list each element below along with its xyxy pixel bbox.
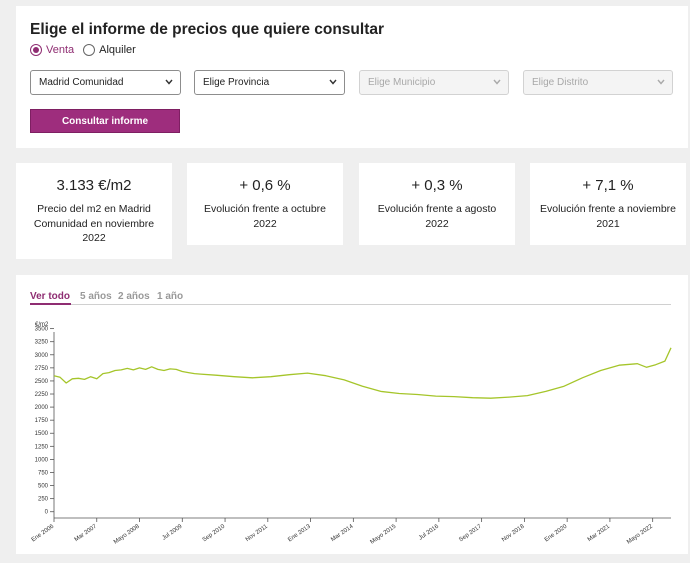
chevron-down-icon — [165, 79, 173, 85]
x-tick-label: Sep 2017 — [458, 523, 483, 543]
municipio-select-value: Elige Municipio — [368, 77, 436, 88]
tab-ver-todo[interactable]: Ver todo — [30, 291, 71, 302]
y-tick-label: 500 — [38, 484, 49, 490]
x-tick-label: Nov 2018 — [501, 523, 526, 543]
x-tick-label: Mayo 2015 — [369, 523, 397, 545]
tab-5-anos[interactable]: 5 años — [80, 291, 112, 302]
x-tick-label: Mar 2007 — [74, 523, 99, 543]
yearly-change-description: Evolución frente a noviembre 2021 — [540, 203, 676, 230]
price-value: 3.133 €/m2 — [56, 177, 132, 194]
chevron-down-icon — [329, 79, 337, 85]
price-card: 3.133 €/m2 Precio del m2 en Madrid Comun… — [16, 163, 172, 259]
tabs-divider — [30, 304, 671, 305]
x-tick-label: Mayo 2022 — [626, 523, 654, 545]
tab-2-anos[interactable]: 2 años — [118, 291, 150, 302]
venta-radio-label[interactable]: Venta — [46, 44, 75, 56]
comunidad-select[interactable]: Madrid Comunidad — [30, 70, 181, 95]
price-line-chart: €/m2 0 250 500 750 1000 1250 1500 1750 2000 2250 25… — [31, 322, 672, 546]
quarterly-change-card: + 0,3 % Evolución frente a agosto 2022 — [359, 163, 515, 245]
x-tick-label: Ene 2020 — [544, 523, 569, 543]
monthly-change-value: + 0,6 % — [239, 177, 291, 194]
y-tick-label: 1750 — [35, 418, 49, 424]
x-tick-label: Jul 2009 — [161, 523, 184, 541]
x-tick-label: Ene 2013 — [287, 523, 312, 543]
report-form-panel: Elige el informe de precios que quiere c… — [16, 6, 688, 148]
x-tick-label: Nov 2011 — [245, 523, 270, 543]
distrito-select: Elige Distrito — [523, 70, 673, 95]
venta-radio[interactable] — [30, 44, 42, 56]
x-tick-label: Mar 2014 — [330, 523, 355, 543]
yearly-change-card: + 7,1 % Evolución frente a noviembre 202… — [530, 163, 686, 245]
y-tick-label: 0 — [45, 510, 49, 516]
quarterly-change-value: + 0,3 % — [411, 177, 463, 194]
comunidad-select-value: Madrid Comunidad — [39, 77, 124, 88]
monthly-change-description: Evolución frente a octubre 2022 — [204, 203, 326, 230]
x-tick-label: Jul 2016 — [418, 523, 441, 541]
alquiler-radio-label[interactable]: Alquiler — [99, 44, 136, 56]
quarterly-change-description: Evolución frente a agosto 2022 — [377, 203, 497, 230]
price-series-line — [53, 347, 672, 399]
x-tick-label: Mayo 2008 — [113, 523, 141, 545]
y-tick-label: 3250 — [35, 340, 49, 346]
y-tick-label: 1250 — [35, 444, 49, 450]
municipio-select: Elige Municipio — [359, 70, 509, 95]
y-tick-label: 1000 — [35, 457, 49, 463]
form-title: Elige el informe de precios que quiere c… — [30, 21, 385, 38]
active-tab-indicator — [30, 303, 71, 305]
y-tick-label: 2250 — [35, 392, 49, 398]
alquiler-radio[interactable] — [83, 44, 96, 56]
y-tick-label: 2750 — [35, 366, 49, 372]
consultar-informe-button[interactable]: Consultar informe — [30, 109, 180, 133]
y-tick-label: 3000 — [35, 353, 49, 359]
price-description: Precio del m2 en Madrid Comunidad en nov… — [33, 203, 155, 244]
provincia-select-value: Elige Provincia — [203, 77, 270, 88]
x-tick-label: Sep 2010 — [202, 523, 227, 543]
y-tick-label: 2500 — [35, 379, 49, 385]
chevron-down-icon — [493, 79, 501, 85]
provincia-select[interactable]: Elige Provincia — [194, 70, 345, 95]
y-tick-label: 750 — [38, 470, 49, 476]
x-tick-label: Mar 2021 — [587, 523, 612, 543]
y-axis-label: €/m2 — [35, 322, 49, 328]
y-tick-label: 1500 — [35, 431, 49, 437]
y-tick-label: 3500 — [35, 327, 49, 333]
operation-radio-group: Venta Alquiler — [30, 44, 145, 56]
chart-panel: Ver todo 5 años 2 años 1 año €/m2 0 250 500… — [16, 275, 688, 554]
y-tick-label: 2000 — [35, 405, 49, 411]
tab-1-ano[interactable]: 1 año — [157, 291, 184, 302]
yearly-change-value: + 7,1 % — [582, 177, 634, 194]
distrito-select-value: Elige Distrito — [532, 77, 589, 88]
chevron-down-icon — [657, 79, 665, 85]
monthly-change-card: + 0,6 % Evolución frente a octubre 2022 — [187, 163, 343, 245]
x-tick-label: Ene 2006 — [31, 523, 56, 543]
y-tick-label: 250 — [38, 497, 49, 503]
